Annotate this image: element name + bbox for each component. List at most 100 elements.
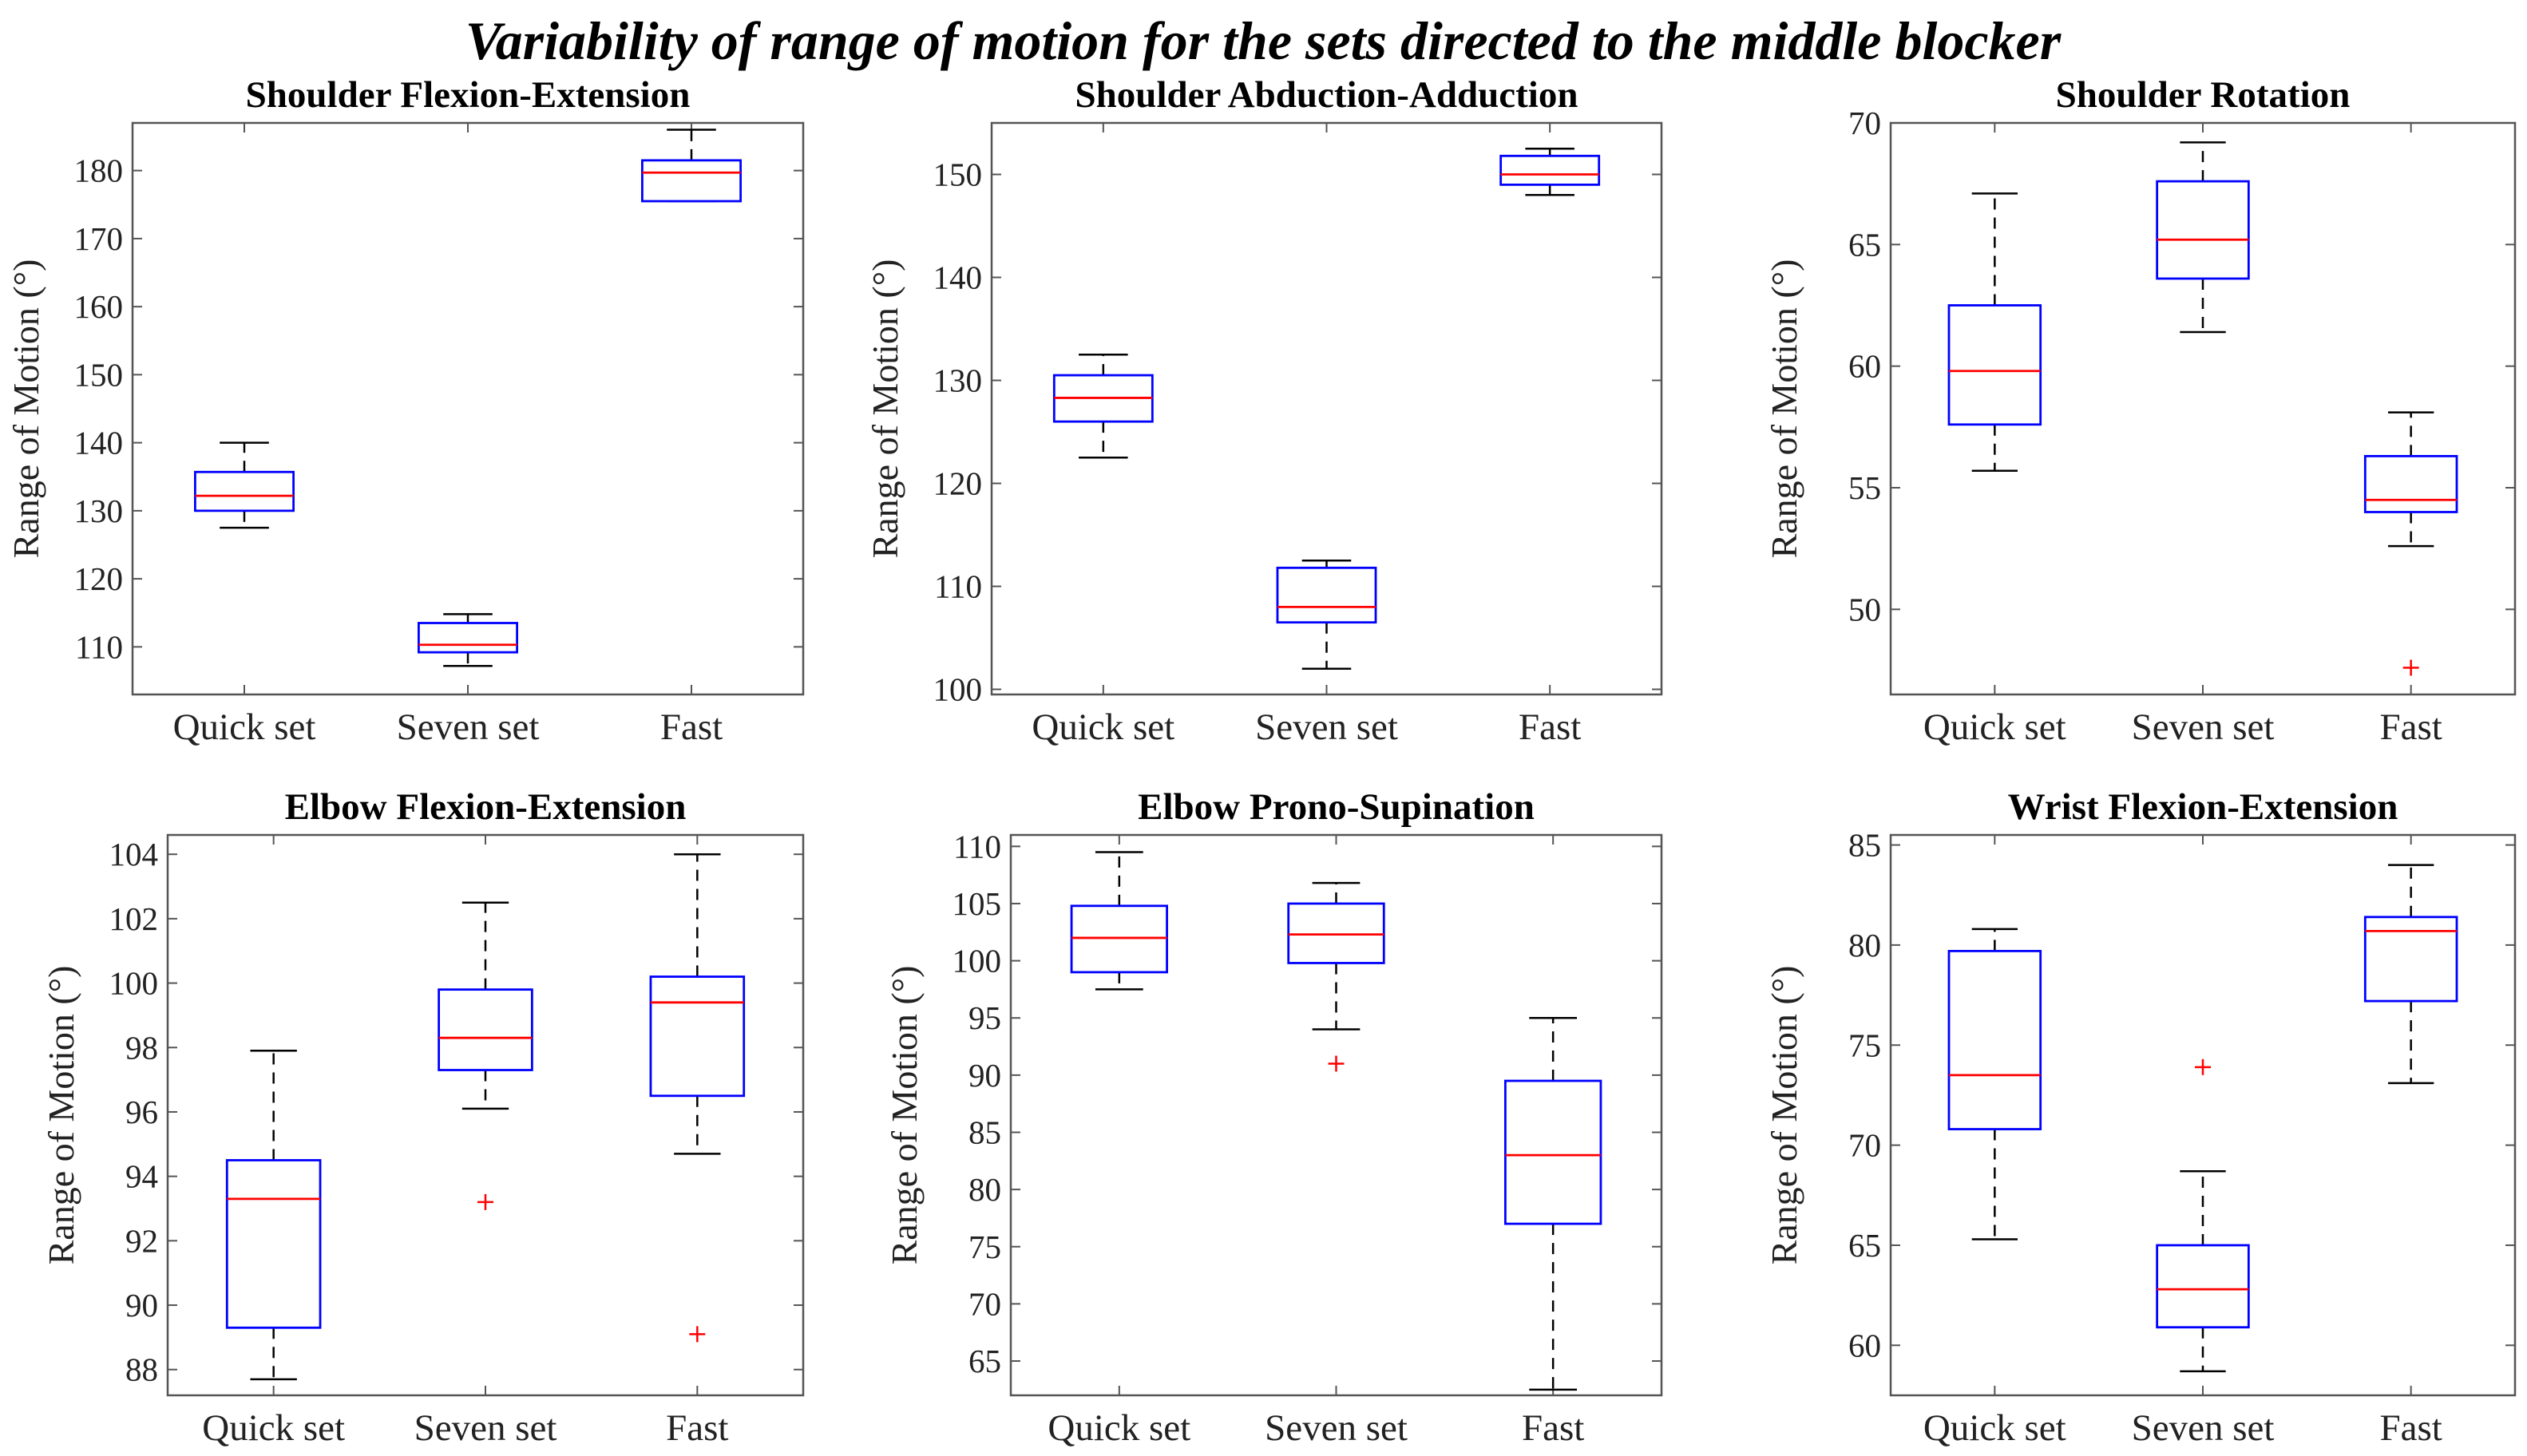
iqr-box: [641, 159, 743, 203]
category-label: Fast: [660, 706, 723, 748]
panel-2: Shoulder Abduction-Adduction Range of Mot…: [865, 74, 1663, 748]
panel-title: Shoulder Flexion-Extension: [246, 74, 691, 116]
iqr-box: [438, 988, 533, 1071]
y-tick-label: 94: [125, 1158, 158, 1195]
box-seven-set: [1276, 560, 1377, 670]
y-tick-label: 75: [1848, 1027, 1881, 1063]
box-seven-set: [2156, 1058, 2250, 1373]
box-fast: [1499, 148, 1601, 196]
panel-title: Elbow Prono-Supination: [1138, 786, 1535, 828]
y-tick-label: 170: [74, 220, 124, 257]
category-label: Quick set: [1923, 1407, 2066, 1449]
y-tick-label: 130: [74, 493, 124, 529]
panel-title: Shoulder Rotation: [2056, 74, 2351, 116]
iqr-box: [2156, 1244, 2250, 1329]
category-label: Fast: [1522, 1407, 1584, 1449]
y-tick-label: 100: [953, 943, 1002, 979]
y-tick-label: 104: [109, 836, 159, 872]
y-tick-label: 110: [953, 828, 1001, 864]
y-tick-label: 102: [109, 900, 159, 937]
category-label: Fast: [2379, 1407, 2442, 1449]
panel-5: Elbow Prono-Supination Range of Motion (°…: [884, 786, 1663, 1449]
y-tick-label: 95: [968, 999, 1001, 1036]
category-label: Seven set: [397, 706, 540, 748]
y-tick-label: 85: [1848, 827, 1881, 864]
y-tick-label: 55: [1848, 469, 1881, 506]
iqr-box: [649, 975, 746, 1098]
box-seven-set: [2156, 141, 2250, 334]
iqr-box: [1287, 902, 1385, 964]
y-tick-label: 180: [74, 152, 124, 189]
outlier-marker: [2402, 659, 2419, 676]
y-tick-label: 90: [125, 1287, 158, 1323]
y-tick-label: 96: [125, 1094, 158, 1130]
iqr-box: [2363, 455, 2458, 513]
y-tick-label: 90: [968, 1057, 1001, 1094]
panel-4: Elbow Flexion-Extension Range of Motion (…: [41, 786, 805, 1449]
category-label: Quick set: [1048, 1407, 1190, 1449]
box-quick-set: [1947, 928, 2042, 1240]
iqr-box: [1070, 904, 1168, 974]
y-tick-label: 88: [125, 1351, 158, 1388]
y-tick-label: 70: [968, 1285, 1001, 1322]
box-quick-set: [1052, 354, 1154, 459]
y-tick-label: 50: [1848, 591, 1881, 627]
y-tick-label: 65: [1848, 1227, 1881, 1264]
y-tick-label: 100: [109, 965, 159, 1002]
y-tick-label: 160: [74, 288, 124, 325]
iqr-box: [1947, 304, 2042, 426]
outlier-marker: [477, 1193, 493, 1210]
y-tick-label: 100: [933, 671, 983, 708]
y-axis-label: Range of Motion (°): [41, 966, 81, 1265]
category-label: Fast: [666, 1407, 728, 1449]
iqr-box: [418, 622, 519, 654]
y-tick-label: 120: [74, 560, 124, 597]
y-axis-label: Range of Motion (°): [865, 259, 905, 559]
y-tick-label: 98: [125, 1029, 158, 1066]
category-label: Seven set: [2132, 1407, 2275, 1449]
iqr-box: [225, 1159, 322, 1329]
box-quick-set: [225, 1050, 322, 1381]
y-tick-label: 80: [1848, 927, 1881, 963]
iqr-box: [193, 470, 295, 512]
category-label: Quick set: [1923, 706, 2066, 748]
box-seven-set: [418, 613, 519, 667]
y-tick-label: 85: [968, 1114, 1001, 1150]
category-label: Seven set: [414, 1407, 557, 1449]
box-fast: [1504, 1016, 1602, 1391]
panel-3: Shoulder Rotation Range of Motion (°) 50 55…: [1764, 74, 2517, 748]
figure-title: Variability of range of motion for the s…: [465, 10, 2062, 71]
y-tick-label: 75: [968, 1228, 1001, 1265]
box-seven-set: [1287, 881, 1385, 1072]
y-tick-label: 110: [934, 568, 982, 605]
category-label: Seven set: [2132, 706, 2275, 748]
y-axis-label: Range of Motion (°): [6, 259, 46, 559]
outlier-marker: [689, 1326, 706, 1343]
category-label: Quick set: [173, 706, 316, 748]
y-tick-label: 105: [953, 885, 1002, 922]
y-axis-label: Range of Motion (°): [1764, 966, 1804, 1265]
panel-6: Wrist Flexion-Extension Range of Motion (…: [1764, 786, 2517, 1449]
box-fast: [2363, 864, 2458, 1085]
category-label: Quick set: [1032, 706, 1174, 748]
outlier-marker: [1328, 1055, 1345, 1072]
y-tick-label: 65: [968, 1343, 1001, 1379]
category-label: Quick set: [202, 1407, 345, 1449]
iqr-box: [2156, 180, 2250, 280]
box-fast: [2363, 411, 2458, 676]
iqr-box: [1947, 950, 2042, 1130]
panel-1: Shoulder Flexion-Extension Range of Motio…: [6, 74, 805, 748]
y-tick-label: 150: [933, 156, 983, 193]
iqr-box: [1499, 154, 1601, 186]
iqr-box: [1504, 1079, 1602, 1225]
y-tick-label: 120: [933, 465, 983, 502]
category-label: Fast: [1519, 706, 1581, 748]
y-axis-label: Range of Motion (°): [1764, 259, 1804, 559]
category-label: Fast: [2379, 706, 2442, 748]
y-tick-label: 140: [74, 425, 124, 461]
y-tick-label: 70: [1848, 1127, 1881, 1164]
box-fast: [649, 853, 746, 1343]
y-axis-label: Range of Motion (°): [884, 966, 925, 1265]
